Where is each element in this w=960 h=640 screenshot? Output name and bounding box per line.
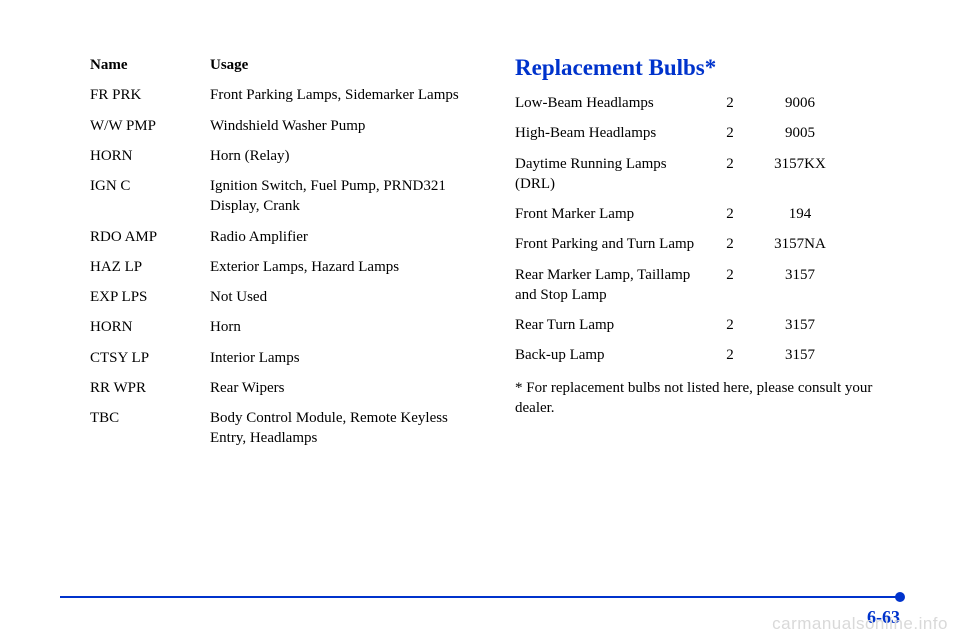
table-row: Front Parking and Turn Lamp 2 3157NA (515, 234, 900, 254)
replacement-bulbs-column: Replacement Bulbs* Low-Beam Headlamps 2 … (515, 55, 900, 459)
fuse-name: CTSY LP (90, 348, 210, 368)
footer-rule (60, 596, 900, 598)
bulb-part: 3157 (760, 315, 840, 335)
watermark-text: carmanualsonline.info (772, 614, 948, 634)
fuse-usage: Horn (210, 317, 475, 337)
fuse-name: W/W PMP (90, 116, 210, 136)
fuse-name: EXP LPS (90, 287, 210, 307)
bulb-qty: 2 (700, 154, 760, 195)
bulb-part: 3157NA (760, 234, 840, 254)
fuse-usage: Windshield Washer Pump (210, 116, 475, 136)
table-header-row: Name Usage (90, 55, 475, 75)
fuse-usage: Rear Wipers (210, 378, 475, 398)
bulb-lamp: High-Beam Headlamps (515, 123, 700, 143)
bulb-lamp: Daytime Running Lamps (DRL) (515, 154, 700, 195)
fuse-name: IGN C (90, 176, 210, 217)
section-title: Replacement Bulbs* (515, 55, 900, 81)
footer-dot-icon (895, 592, 905, 602)
bulb-qty: 2 (700, 345, 760, 365)
table-row: Daytime Running Lamps (DRL) 2 3157KX (515, 154, 900, 195)
fuse-usage: Exterior Lamps, Hazard Lamps (210, 257, 475, 277)
fuse-usage: Not Used (210, 287, 475, 307)
bulb-lamp: Back-up Lamp (515, 345, 700, 365)
table-row: RR WPR Rear Wipers (90, 378, 475, 398)
fuse-usage: Body Control Module, Remote Keyless Entr… (210, 408, 475, 449)
bulb-lamp: Rear Marker Lamp, Taillamp and Stop Lamp (515, 265, 700, 306)
fuse-name: RDO AMP (90, 227, 210, 247)
table-row: IGN C Ignition Switch, Fuel Pump, PRND32… (90, 176, 475, 217)
bulb-lamp: Front Parking and Turn Lamp (515, 234, 700, 254)
table-row: Front Marker Lamp 2 194 (515, 204, 900, 224)
table-row: Rear Turn Lamp 2 3157 (515, 315, 900, 335)
table-row: HORN Horn (90, 317, 475, 337)
fuse-usage: Ignition Switch, Fuel Pump, PRND321 Disp… (210, 176, 475, 217)
bulb-part: 3157KX (760, 154, 840, 195)
bulb-qty: 2 (700, 93, 760, 113)
table-row: High-Beam Headlamps 2 9005 (515, 123, 900, 143)
bulb-lamp: Rear Turn Lamp (515, 315, 700, 335)
table-row: W/W PMP Windshield Washer Pump (90, 116, 475, 136)
bulb-part: 194 (760, 204, 840, 224)
table-row: Low-Beam Headlamps 2 9006 (515, 93, 900, 113)
bulb-table: Low-Beam Headlamps 2 9006 High-Beam Head… (515, 93, 900, 366)
table-row: HAZ LP Exterior Lamps, Hazard Lamps (90, 257, 475, 277)
fuse-name: HAZ LP (90, 257, 210, 277)
bulb-qty: 2 (700, 204, 760, 224)
table-row: CTSY LP Interior Lamps (90, 348, 475, 368)
bulb-lamp: Low-Beam Headlamps (515, 93, 700, 113)
fuse-usage: Front Parking Lamps, Sidemarker Lamps (210, 85, 475, 105)
table-row: EXP LPS Not Used (90, 287, 475, 307)
fuse-name: RR WPR (90, 378, 210, 398)
bulb-lamp: Front Marker Lamp (515, 204, 700, 224)
fuse-usage: Horn (Relay) (210, 146, 475, 166)
fuse-usage-table: Name Usage FR PRK Front Parking Lamps, S… (90, 55, 475, 449)
table-row: FR PRK Front Parking Lamps, Sidemarker L… (90, 85, 475, 105)
page-content: Name Usage FR PRK Front Parking Lamps, S… (0, 0, 960, 459)
header-usage: Usage (210, 55, 475, 75)
bulb-qty: 2 (700, 123, 760, 143)
fuse-table-column: Name Usage FR PRK Front Parking Lamps, S… (90, 55, 475, 459)
fuse-name: FR PRK (90, 85, 210, 105)
table-row: Back-up Lamp 2 3157 (515, 345, 900, 365)
fuse-usage: Interior Lamps (210, 348, 475, 368)
fuse-name: TBC (90, 408, 210, 449)
fuse-name: HORN (90, 146, 210, 166)
bulb-qty: 2 (700, 265, 760, 306)
table-row: Rear Marker Lamp, Taillamp and Stop Lamp… (515, 265, 900, 306)
bulb-qty: 2 (700, 234, 760, 254)
bulb-part: 3157 (760, 345, 840, 365)
table-row: HORN Horn (Relay) (90, 146, 475, 166)
table-row: TBC Body Control Module, Remote Keyless … (90, 408, 475, 449)
footnote-text: * For replacement bulbs not listed here,… (515, 378, 900, 419)
header-name: Name (90, 55, 210, 75)
bulb-part: 3157 (760, 265, 840, 306)
table-row: RDO AMP Radio Amplifier (90, 227, 475, 247)
bulb-part: 9005 (760, 123, 840, 143)
bulb-part: 9006 (760, 93, 840, 113)
bulb-qty: 2 (700, 315, 760, 335)
fuse-usage: Radio Amplifier (210, 227, 475, 247)
fuse-name: HORN (90, 317, 210, 337)
